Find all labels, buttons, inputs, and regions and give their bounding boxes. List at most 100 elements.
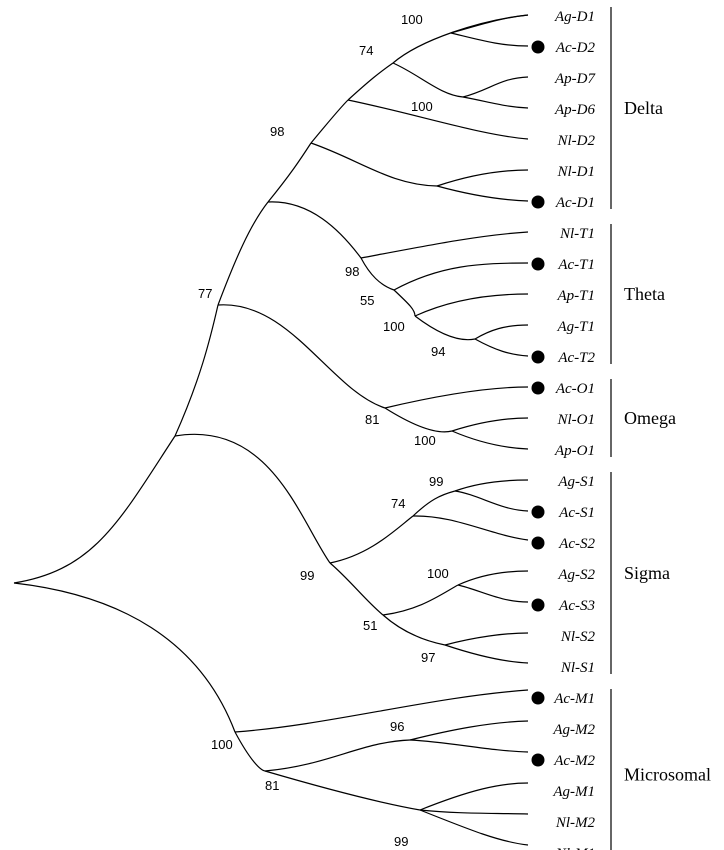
branch bbox=[454, 479, 529, 492]
support-value: 81 bbox=[265, 778, 279, 793]
branch bbox=[347, 99, 529, 140]
marker-dot bbox=[531, 257, 545, 271]
branch bbox=[474, 324, 529, 340]
taxon-label: Ac-D2 bbox=[555, 40, 596, 56]
branch bbox=[412, 515, 529, 541]
support-value: 100 bbox=[427, 566, 449, 581]
support-value: 77 bbox=[198, 286, 212, 301]
branch bbox=[310, 142, 438, 187]
branch bbox=[419, 809, 529, 846]
taxon-label: Nl-S1 bbox=[560, 660, 595, 676]
branch bbox=[393, 262, 529, 291]
taxon-row: Ac-S2 bbox=[531, 536, 595, 552]
taxon-label: Ac-D1 bbox=[555, 195, 595, 211]
branch bbox=[347, 62, 394, 101]
branch bbox=[462, 96, 529, 109]
taxa: Ag-D1 Ac-D2 Ap-D7 Ap-D6 Nl-D2 Nl-D1 Ac-D1 Nl-T1… bbox=[531, 9, 596, 850]
group-label: Sigma bbox=[624, 563, 670, 583]
taxon-label: Ac-S2 bbox=[558, 536, 595, 552]
taxon-label: Ag-S2 bbox=[557, 567, 595, 583]
taxon-label: Ac-S3 bbox=[558, 598, 595, 614]
tree-branches bbox=[13, 14, 529, 846]
support-value: 74 bbox=[391, 496, 405, 511]
branch bbox=[267, 142, 312, 203]
branch bbox=[409, 720, 529, 741]
branch bbox=[462, 76, 529, 98]
branch bbox=[382, 584, 459, 616]
support-value: 99 bbox=[300, 568, 314, 583]
taxon-row: Ac-S3 bbox=[531, 598, 595, 614]
taxon-label: Nl-D2 bbox=[557, 133, 596, 149]
support-value: 98 bbox=[345, 264, 359, 279]
taxon-row: Ac-M2 bbox=[531, 753, 595, 769]
branch bbox=[412, 490, 456, 517]
support-value: 51 bbox=[363, 618, 377, 633]
group-bracket: Delta bbox=[610, 7, 663, 209]
group-bracket: Omega bbox=[610, 379, 676, 457]
taxon-row: Ag-M1 bbox=[552, 784, 595, 800]
branch bbox=[13, 582, 236, 733]
branch bbox=[451, 417, 529, 432]
branch bbox=[474, 338, 529, 357]
group-bracket: Microsomal bbox=[610, 689, 711, 850]
taxon-label: Nl-M1 bbox=[555, 846, 595, 850]
branch bbox=[234, 731, 266, 772]
group-label: Theta bbox=[624, 284, 665, 304]
marker-dot bbox=[531, 536, 545, 550]
taxon-row: Ac-O1 bbox=[531, 381, 595, 397]
taxon-label: Ag-T1 bbox=[557, 319, 596, 335]
taxon-row: Nl-D1 bbox=[557, 164, 596, 180]
taxon-row: Ag-M2 bbox=[552, 722, 595, 738]
branch bbox=[419, 782, 529, 811]
taxon-row: Ac-D2 bbox=[531, 40, 596, 56]
branch bbox=[234, 689, 529, 733]
support-value: 100 bbox=[383, 319, 405, 334]
support-value: 55 bbox=[360, 293, 374, 308]
marker-dot bbox=[531, 505, 545, 519]
taxon-row: Ap-D7 bbox=[554, 71, 596, 87]
taxon-label: Ac-M2 bbox=[553, 753, 595, 769]
taxon-label: Ap-O1 bbox=[554, 443, 595, 459]
branch bbox=[384, 407, 453, 433]
taxon-label: Nl-S2 bbox=[560, 629, 596, 645]
branch bbox=[360, 231, 529, 259]
taxon-row: Ac-S1 bbox=[531, 505, 595, 521]
taxon-label: Ap-T1 bbox=[557, 288, 596, 304]
branch bbox=[264, 770, 421, 811]
branch bbox=[450, 14, 529, 34]
branch bbox=[454, 490, 529, 512]
marker-dot bbox=[531, 40, 545, 54]
marker-dot bbox=[531, 598, 545, 612]
support-value: 100 bbox=[414, 433, 436, 448]
branch bbox=[409, 739, 529, 753]
marker-dot bbox=[531, 350, 545, 364]
taxon-row: Nl-M1 bbox=[555, 846, 595, 850]
taxon-label: Ap-D6 bbox=[554, 102, 595, 118]
support-value: 94 bbox=[431, 344, 445, 359]
group-bracket: Sigma bbox=[610, 472, 670, 674]
taxon-row: Ac-T2 bbox=[531, 350, 595, 366]
support-value: 96 bbox=[390, 719, 404, 734]
taxon-label: Ac-S1 bbox=[558, 505, 595, 521]
branch bbox=[451, 430, 529, 450]
taxon-row: Ag-D1 bbox=[554, 9, 595, 25]
branch bbox=[414, 315, 476, 341]
group-brackets: Delta Theta Omega Sigma Microsomal bbox=[610, 7, 711, 850]
branch bbox=[174, 433, 331, 564]
support-value: 81 bbox=[365, 412, 379, 427]
support-value: 74 bbox=[359, 43, 373, 58]
branch bbox=[444, 632, 529, 646]
taxon-row: Nl-M2 bbox=[555, 815, 596, 831]
taxon-label: Nl-T1 bbox=[559, 226, 595, 242]
branch bbox=[393, 289, 416, 317]
branch bbox=[13, 435, 176, 584]
taxon-label: Ag-M1 bbox=[552, 784, 595, 800]
taxon-label: Ac-T2 bbox=[557, 350, 595, 366]
branch bbox=[264, 739, 411, 772]
branch bbox=[457, 584, 529, 603]
branch bbox=[392, 62, 464, 98]
branch bbox=[457, 570, 529, 586]
support-value: 98 bbox=[270, 124, 284, 139]
branch bbox=[310, 99, 349, 144]
